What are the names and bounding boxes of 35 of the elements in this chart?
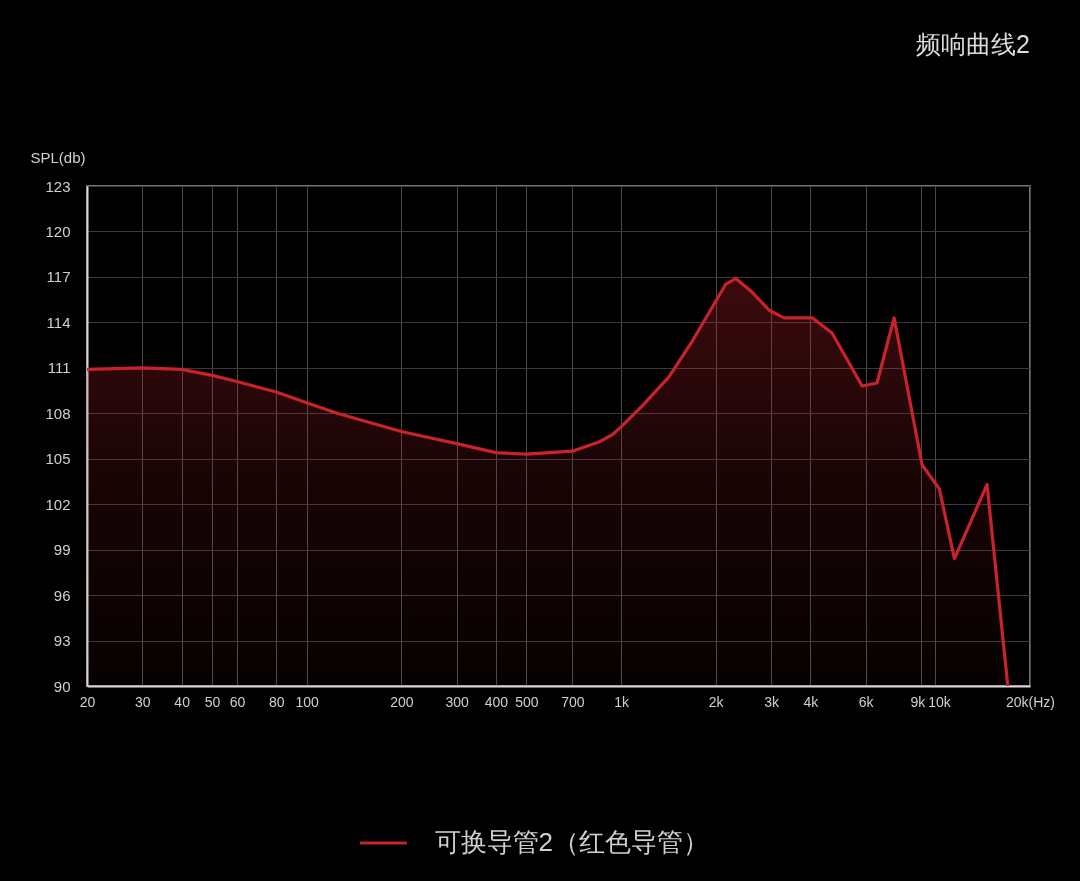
x-tick-label: 30 [135, 693, 151, 710]
y-tick-label: 123 [45, 177, 71, 195]
x-tick-label: 1k [614, 693, 630, 710]
legend-label: 可换导管2（红色导管） [434, 827, 709, 857]
y-tick-label: 90 [53, 677, 71, 695]
y-tick-label: 93 [53, 632, 71, 650]
y-tick-label: 117 [46, 268, 71, 286]
y-tick-label: 99 [53, 541, 71, 559]
x-tick-label: 20k(Hz) [1005, 693, 1056, 710]
x-tick-label: 4k [803, 693, 820, 710]
x-tick-label: 200 [390, 693, 414, 710]
x-tick-label: 700 [561, 693, 585, 710]
x-tick-label: 20 [79, 693, 96, 710]
x-tick-label: 40 [174, 693, 191, 710]
x-tick-label: 50 [204, 693, 221, 710]
x-tick-label: 2k [708, 693, 725, 710]
x-tick-label: 500 [515, 693, 539, 710]
y-tick-label: 96 [53, 586, 71, 604]
x-tick-label: 3k [764, 693, 780, 710]
y-tick-label: 120 [45, 222, 71, 240]
y-tick-label: 114 [46, 313, 71, 331]
x-tick-label: 400 [484, 693, 509, 710]
x-tick-label: 100 [295, 693, 320, 710]
x-tick-label: 60 [229, 693, 246, 710]
x-tick-label: 6k [858, 693, 875, 710]
x-tick-label: 9k [910, 693, 927, 710]
y-tick-label: 105 [45, 450, 71, 468]
chart-title: 频响曲线2 [916, 30, 1030, 58]
y-tick-label: 102 [45, 495, 71, 513]
y-axis-title: SPL(db) [30, 148, 86, 166]
x-tick-label: 300 [445, 693, 470, 710]
y-tick-label: 111 [47, 359, 71, 377]
x-tick-label: 80 [268, 693, 285, 710]
y-tick-label: 108 [45, 404, 71, 422]
x-tick-label: 10k [928, 693, 952, 710]
